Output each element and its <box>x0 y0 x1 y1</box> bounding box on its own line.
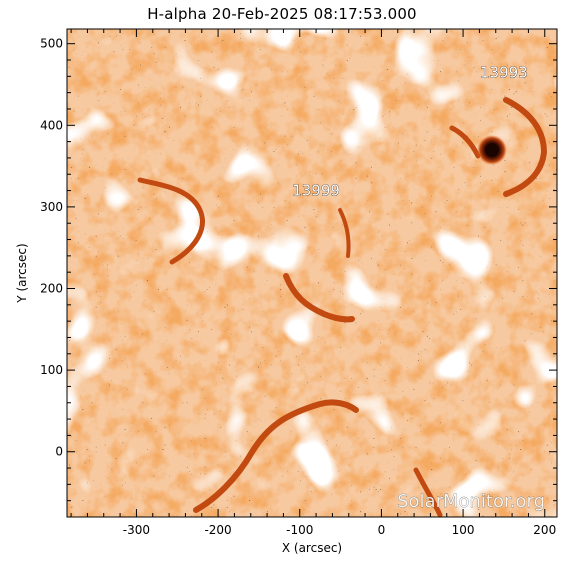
x-tick-label: -300 <box>123 523 150 537</box>
solarmonitor-watermark: SolarMonitor.org <box>397 491 545 512</box>
filament-central <box>283 273 355 323</box>
sunspot-umbra <box>485 143 499 157</box>
filament-ne-arc <box>503 97 548 197</box>
y-tick-label: 0 <box>55 445 63 459</box>
y-tick-label: 500 <box>40 37 63 51</box>
filament-ne-1 <box>449 125 481 159</box>
y-tick-label: 300 <box>40 200 63 214</box>
filament-south <box>193 399 359 513</box>
ar-label-13993: 13993 <box>480 63 528 81</box>
y-tick-label: 100 <box>40 363 63 377</box>
axis-ticks: -300 -200 -100 0 100 200 0 100 200 300 400 500 <box>40 29 557 537</box>
y-tick-label: 200 <box>40 282 63 296</box>
filament-west-arc <box>137 177 205 265</box>
plot-frame <box>66 28 558 518</box>
plage-regions <box>67 29 557 517</box>
map-image <box>67 29 557 517</box>
filament-se <box>413 467 443 517</box>
y-axis-label: Y (arcsec) <box>15 243 29 303</box>
x-tick-label: 200 <box>533 523 556 537</box>
x-axis-label: X (arcsec) <box>282 541 342 555</box>
x-tick-label: 0 <box>378 523 386 537</box>
ar-labels: 13993 13999 <box>292 63 528 200</box>
x-tick-label: -100 <box>286 523 313 537</box>
map-title: H-alpha 20-Feb-2025 08:17:53.000 <box>147 5 417 23</box>
filaments <box>137 97 548 517</box>
filament-mid <box>338 208 351 258</box>
x-tick-label: 100 <box>452 523 475 537</box>
ar-label-13999: 13999 <box>292 182 340 200</box>
y-tick-label: 400 <box>40 118 63 132</box>
x-tick-label: -200 <box>204 523 231 537</box>
